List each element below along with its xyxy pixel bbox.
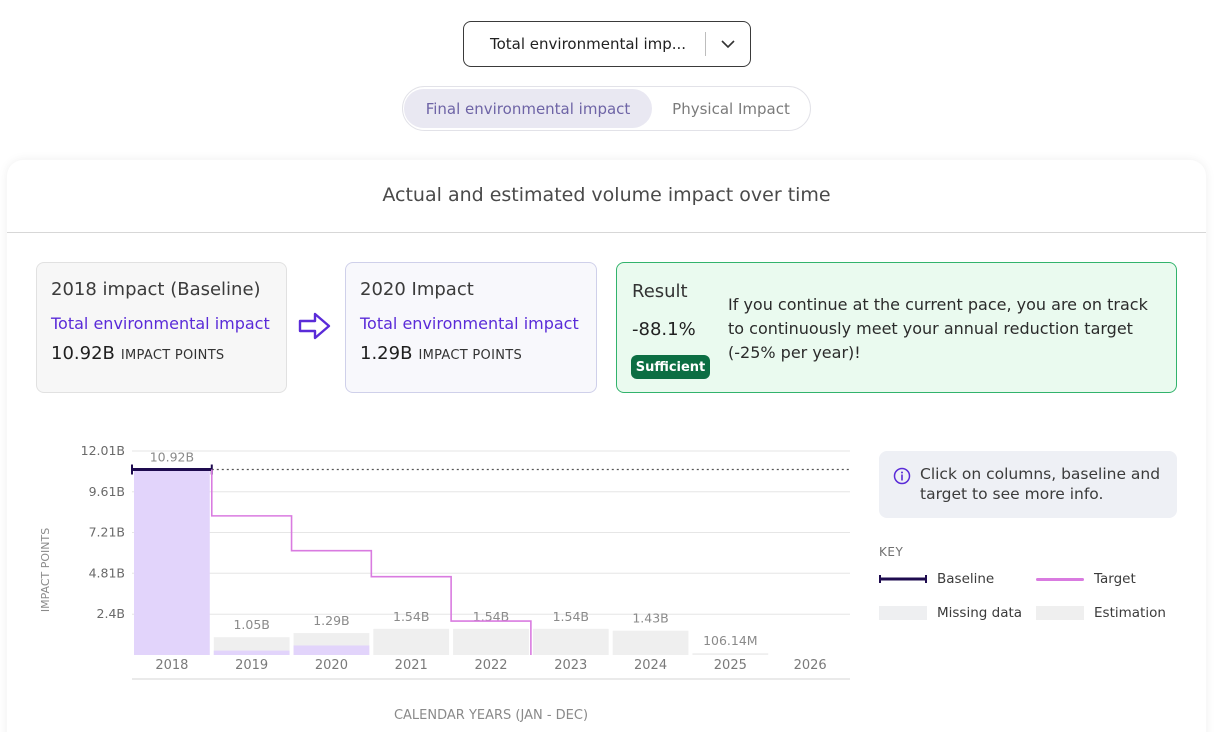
y-tick-label: 9.61B [89,484,125,499]
y-axis-title: IMPACT POINTS [39,528,52,612]
select-value: Total environmental imp... [490,35,687,53]
info-text: Click on columns, baseline and target to… [920,465,1161,503]
target-line[interactable] [210,469,532,655]
tab-physical-impact[interactable]: Physical Impact [672,99,790,118]
baseline-unit: IMPACT POINTS [120,348,225,363]
tab-final-environmental-impact[interactable]: Final environmental impact [404,89,652,128]
x-tick-label: 2026 [794,658,827,673]
key-target-label: Target [1094,571,1136,587]
baseline-impact-box: 2018 impact (Baseline) Total environment… [36,262,287,393]
estimation-bar[interactable] [612,630,689,655]
actual-bar[interactable] [213,650,290,655]
missing-data-swatch [879,606,927,620]
key-baseline: Baseline [879,571,994,587]
result-label: Result [632,281,688,302]
card-divider [7,232,1206,233]
baseline-value: 10.92B [51,343,115,364]
baseline-heading: 2018 impact (Baseline) [51,279,261,300]
current-metric: Total environmental impact [360,314,579,333]
impact-bar-chart: 12.01B 9.61B 7.21B 4.81B 2.4B 10.92B 2018 1.05B… [39,443,850,723]
card-title: Actual and estimated volume impact over … [382,184,831,206]
x-tick-label: 2023 [554,658,587,673]
actual-bar[interactable] [134,469,210,655]
impact-view-toggle: Final environmental impact Physical Impa… [402,86,811,131]
arrow-right-icon [298,312,331,340]
estimation-bar[interactable] [692,653,769,655]
estimation-bar[interactable] [453,628,529,655]
baseline-metric: Total environmental impact [51,314,270,333]
y-tick-label: 12.01B [81,443,125,458]
impact-type-select[interactable]: Total environmental imp... [463,21,751,67]
data-label: 106.14M [703,633,758,648]
x-tick-label: 2024 [634,658,667,673]
x-tick-label: 2018 [155,658,188,673]
key-estimation: Estimation [1036,605,1166,621]
data-label: 1.54B [553,609,589,624]
x-tick-label: 2025 [714,658,747,673]
data-label: 1.54B [393,609,429,624]
data-label: 10.92B [150,450,194,465]
key-baseline-label: Baseline [937,571,995,587]
key-missing-label: Missing data [937,605,1023,621]
x-tick-label: 2020 [315,658,348,673]
current-impact-box: 2020 Impact Total environmental impact 1… [345,262,597,393]
data-label: 1.54B [473,609,509,624]
key-target: Target [1036,571,1136,587]
x-tick-label: 2022 [474,658,507,673]
info-box: Click on columns, baseline and target to… [879,451,1177,518]
x-tick-label: 2021 [395,658,428,673]
select-divider [705,32,706,56]
chevron-down-icon[interactable] [706,22,750,66]
current-unit: IMPACT POINTS [418,348,523,363]
y-tick-label: 2.4B [97,606,125,621]
current-value: 1.29B [360,343,413,364]
result-text: If you continue at the current pace, you… [728,295,1148,362]
result-box: Result -88.1% Sufficient If you continue… [616,262,1177,393]
estimation-bar[interactable] [532,628,609,655]
data-label: 1.29B [313,613,349,628]
x-tick-label: 2019 [235,658,268,673]
y-tick-label: 7.21B [89,525,125,540]
status-badge: Sufficient [631,355,710,379]
result-value: -88.1% [632,319,696,340]
estimation-swatch [1036,606,1084,620]
info-icon [893,467,911,485]
key-missing-data: Missing data [879,605,1022,621]
impact-card: Actual and estimated volume impact over … [7,160,1206,732]
data-label: 1.43B [632,611,668,626]
estimation-bar[interactable] [213,637,290,655]
key-title: KEY [879,545,904,559]
actual-bar[interactable] [293,645,370,655]
key-estimation-label: Estimation [1094,605,1166,621]
current-heading: 2020 Impact [360,279,474,300]
data-label: 1.05B [233,617,269,632]
y-tick-label: 4.81B [89,565,125,580]
target-swatch [1036,577,1084,581]
x-axis-title: CALENDAR YEARS (JAN - DEC) [394,708,588,723]
baseline-swatch [879,575,927,583]
estimation-bar[interactable] [373,628,450,655]
